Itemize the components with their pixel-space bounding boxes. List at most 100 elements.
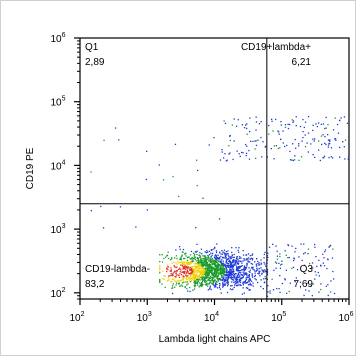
event-dot [307, 248, 310, 250]
event-dot [240, 269, 242, 272]
event-dot [329, 140, 331, 142]
event-dot [201, 282, 203, 284]
event-dot [179, 268, 181, 270]
quadrant-gates [80, 38, 349, 299]
event-dot [229, 261, 232, 263]
event-dot [304, 146, 307, 148]
event-dot [212, 279, 214, 281]
event-dot [220, 274, 223, 276]
event-dot [243, 274, 245, 276]
event-dot [221, 259, 223, 261]
event-dot [203, 279, 206, 281]
event-dot [196, 275, 198, 277]
event-dot [212, 284, 214, 286]
event-dot [203, 258, 205, 260]
event-dot [192, 268, 194, 270]
event-dot [216, 277, 218, 279]
event-dot [191, 267, 193, 269]
event-dot [309, 262, 311, 265]
event-dot [184, 265, 186, 267]
event-dot [193, 269, 195, 271]
event-dot [199, 271, 202, 273]
event-dot [188, 268, 190, 270]
event-dot [222, 285, 225, 287]
event-dot [195, 265, 197, 267]
event-dot [251, 263, 254, 265]
event-dot [260, 267, 262, 269]
event-dot [294, 251, 296, 253]
event-dot [233, 286, 235, 288]
event-dot [186, 284, 188, 286]
event-dot [210, 266, 212, 268]
event-dot [204, 255, 206, 257]
event-dot [236, 281, 238, 283]
event-dot [243, 292, 245, 294]
event-dot [211, 267, 214, 269]
event-dot [233, 253, 235, 256]
event-dot [239, 278, 241, 280]
event-dot [220, 261, 222, 263]
event-dot [226, 271, 228, 274]
event-dot [303, 243, 305, 245]
event-dot [197, 271, 199, 274]
event-dot [207, 258, 209, 260]
event-dot [280, 138, 282, 140]
event-dot [201, 280, 204, 282]
event-dot [216, 281, 218, 283]
event-dot [217, 269, 220, 271]
event-dot [213, 267, 215, 269]
event-dot [216, 266, 218, 268]
event-dot [189, 290, 191, 293]
event-dot [214, 263, 216, 265]
event-dot [190, 269, 192, 271]
event-dot [221, 253, 224, 255]
event-dot [180, 258, 182, 260]
event-dot [181, 285, 184, 287]
event-dot [303, 264, 306, 266]
event-dot [258, 273, 260, 275]
event-dot [248, 279, 250, 281]
event-dot [199, 256, 201, 258]
event-dot [215, 270, 217, 272]
event-dot [249, 284, 251, 286]
event-dot [202, 259, 204, 261]
event-dot [187, 283, 189, 285]
event-dot [313, 140, 315, 142]
event-dot [247, 261, 250, 263]
event-dot [215, 273, 218, 275]
event-dot [185, 261, 188, 263]
event-dot [264, 263, 266, 265]
event-dot [204, 271, 206, 273]
event-dot [314, 271, 316, 273]
event-dot [231, 268, 233, 270]
event-dot [212, 266, 214, 268]
event-dot [262, 270, 264, 272]
event-dot [317, 271, 319, 274]
event-dot [186, 268, 188, 270]
event-dot [167, 268, 169, 271]
event-dot [239, 284, 241, 286]
event-dot [258, 262, 260, 264]
event-dot [179, 267, 181, 269]
event-dot [214, 273, 216, 275]
event-dot [328, 156, 330, 159]
event-dot [259, 270, 261, 273]
event-dot [228, 273, 230, 276]
event-dot [187, 263, 189, 265]
event-dot [246, 275, 248, 277]
event-dot [327, 284, 329, 286]
event-dot [187, 262, 189, 264]
event-dot [175, 249, 177, 251]
event-dot [232, 288, 234, 290]
event-dot [260, 259, 262, 261]
event-dot [210, 288, 212, 291]
event-dot [229, 256, 231, 259]
event-dot [235, 268, 238, 271]
event-dot [202, 264, 204, 266]
event-dot [172, 283, 174, 285]
event-dot [268, 246, 271, 248]
event-dot [200, 269, 202, 271]
event-dot [206, 258, 208, 260]
event-dot [235, 125, 238, 127]
event-dot [295, 247, 297, 250]
